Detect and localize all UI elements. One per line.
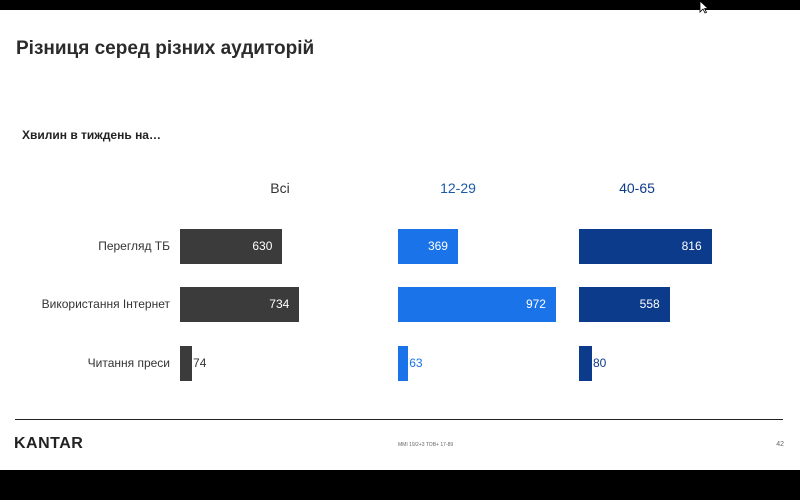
data-label-0-0: 630 (252, 239, 273, 253)
bar-1-0 (398, 229, 458, 264)
data-label-1-1: 972 (525, 297, 546, 311)
kantar-logo: KANTAR (14, 435, 84, 452)
data-label-1-0: 369 (427, 239, 448, 253)
category-label-2: Читання преси (87, 356, 170, 370)
series-header-2: 40-65 (619, 180, 655, 196)
bar-2-1 (579, 287, 670, 322)
bar-2-2 (579, 346, 592, 381)
footer-divider (15, 419, 783, 420)
data-label-2-1: 558 (639, 297, 660, 311)
data-label-1-2: 63 (409, 356, 423, 370)
data-label-2-2: 80 (593, 356, 607, 370)
data-label-0-2: 74 (193, 356, 207, 370)
category-label-0: Перегляд ТБ (98, 239, 170, 253)
slide-title: Різниця серед різних аудиторій (16, 38, 315, 59)
bar-0-0 (180, 229, 283, 264)
category-label-1: Використання Інтернет (41, 297, 170, 311)
chart-subtitle: Хвилин в тиждень на… (22, 128, 161, 142)
bar-1-2 (398, 346, 409, 381)
bar-0-1 (180, 287, 300, 322)
series-header-0: Всі (270, 180, 290, 196)
source-footnote: MMI 19/2+3 TOB+ 17-89 (398, 442, 454, 448)
data-label-0-1: 734 (269, 297, 290, 311)
series-header-1: 12-29 (440, 180, 476, 196)
bar-0-2 (180, 346, 193, 381)
page-number: 42 (776, 441, 784, 448)
mouse-cursor-icon (699, 0, 709, 14)
bar-1-1 (398, 287, 556, 322)
data-label-2-0: 816 (681, 239, 702, 253)
bar-2-0 (579, 229, 712, 264)
slide: Різниця серед різних аудиторій Хвилин в … (0, 10, 800, 470)
